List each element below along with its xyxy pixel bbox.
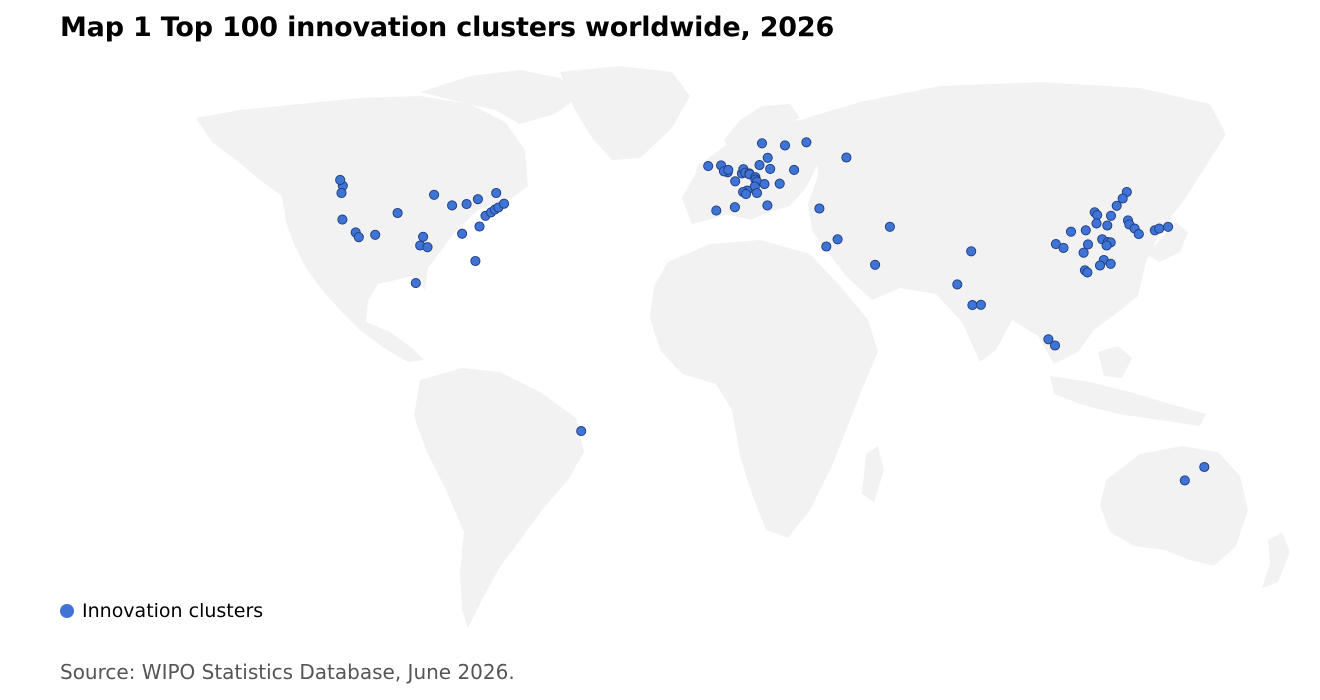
cluster-marker xyxy=(723,164,734,175)
land-japan xyxy=(1146,222,1188,262)
cluster-marker xyxy=(410,278,421,289)
cluster-marker xyxy=(370,229,381,240)
land-masses xyxy=(196,66,1290,628)
cluster-marker xyxy=(884,221,895,232)
cluster-marker xyxy=(832,234,843,245)
cluster-marker xyxy=(1094,260,1106,271)
cluster-marker xyxy=(821,241,832,252)
land-madagascar xyxy=(862,446,884,502)
land-asia xyxy=(800,82,1226,364)
cluster-marker xyxy=(353,232,364,243)
map-title: Map 1 Top 100 innovation clusters worldw… xyxy=(60,12,835,43)
cluster-marker xyxy=(1179,475,1190,486)
cluster-marker xyxy=(1065,226,1077,237)
cluster-marker xyxy=(457,228,468,239)
cluster-marker xyxy=(1111,200,1122,211)
cluster-marker xyxy=(1080,225,1091,236)
cluster-marker xyxy=(447,200,458,211)
land-south-america xyxy=(414,368,584,628)
cluster-marker xyxy=(429,189,440,200)
cluster-marker xyxy=(1154,223,1165,234)
cluster-marker xyxy=(814,203,825,214)
cluster-marker xyxy=(1163,221,1174,232)
cluster-marker xyxy=(1199,461,1210,473)
cluster-marker xyxy=(756,138,768,149)
cluster-marker xyxy=(952,279,963,290)
cluster-marker xyxy=(841,152,852,163)
legend: Innovation clusters xyxy=(60,600,263,622)
cluster-marker xyxy=(740,189,752,200)
cluster-marker xyxy=(801,137,812,148)
cluster-markers xyxy=(335,137,1210,486)
cluster-marker xyxy=(759,179,770,190)
cluster-marker xyxy=(418,231,429,242)
land-greenland xyxy=(560,66,690,160)
cluster-marker xyxy=(789,164,800,175)
cluster-marker xyxy=(967,300,978,311)
cluster-marker xyxy=(470,255,481,267)
cluster-marker xyxy=(870,259,881,270)
cluster-marker xyxy=(1105,210,1117,221)
cluster-marker xyxy=(1082,267,1093,278)
cluster-marker xyxy=(337,214,348,225)
cluster-marker xyxy=(703,161,714,172)
cluster-marker xyxy=(474,221,485,232)
land-borneo xyxy=(1098,346,1132,378)
cluster-marker xyxy=(1105,258,1116,269)
cluster-marker xyxy=(335,174,346,185)
cluster-marker xyxy=(765,163,776,174)
cluster-marker xyxy=(576,426,587,437)
land-scandinavia xyxy=(724,104,800,158)
cluster-marker xyxy=(392,207,403,219)
cluster-marker xyxy=(1049,340,1061,351)
cluster-marker xyxy=(1058,242,1069,253)
cluster-marker xyxy=(1102,220,1113,231)
land-arctic-north-america xyxy=(420,70,580,124)
cluster-marker xyxy=(1082,239,1094,250)
cluster-marker xyxy=(1133,229,1144,240)
land-new-zealand xyxy=(1262,532,1290,588)
cluster-marker xyxy=(754,160,765,171)
legend-label: Innovation clusters xyxy=(82,600,264,622)
cluster-marker xyxy=(762,152,773,163)
cluster-marker xyxy=(1117,193,1128,204)
cluster-marker xyxy=(1101,240,1112,251)
cluster-marker xyxy=(762,200,773,211)
cluster-marker xyxy=(472,194,483,205)
cluster-marker xyxy=(1078,247,1089,258)
cluster-marker xyxy=(491,187,502,199)
cluster-marker xyxy=(751,187,763,199)
cluster-marker xyxy=(498,198,510,209)
legend-marker-icon xyxy=(60,604,74,618)
cluster-marker xyxy=(774,178,785,189)
cluster-marker xyxy=(711,205,722,216)
cluster-marker xyxy=(966,246,977,257)
cluster-marker xyxy=(1092,210,1103,221)
cluster-marker xyxy=(461,199,472,210)
land-australia xyxy=(1100,446,1248,566)
cluster-marker xyxy=(1091,218,1102,229)
land-africa xyxy=(650,240,878,538)
land-indonesia xyxy=(1050,376,1206,426)
cluster-marker xyxy=(422,242,433,253)
land-north-america xyxy=(196,96,528,362)
cluster-marker xyxy=(729,202,740,213)
cluster-marker xyxy=(779,140,791,151)
cluster-marker xyxy=(336,187,347,199)
cluster-marker xyxy=(1043,334,1054,345)
cluster-marker xyxy=(730,176,741,187)
source-note: Source: WIPO Statistics Database, June 2… xyxy=(60,660,515,684)
cluster-marker xyxy=(975,299,986,310)
